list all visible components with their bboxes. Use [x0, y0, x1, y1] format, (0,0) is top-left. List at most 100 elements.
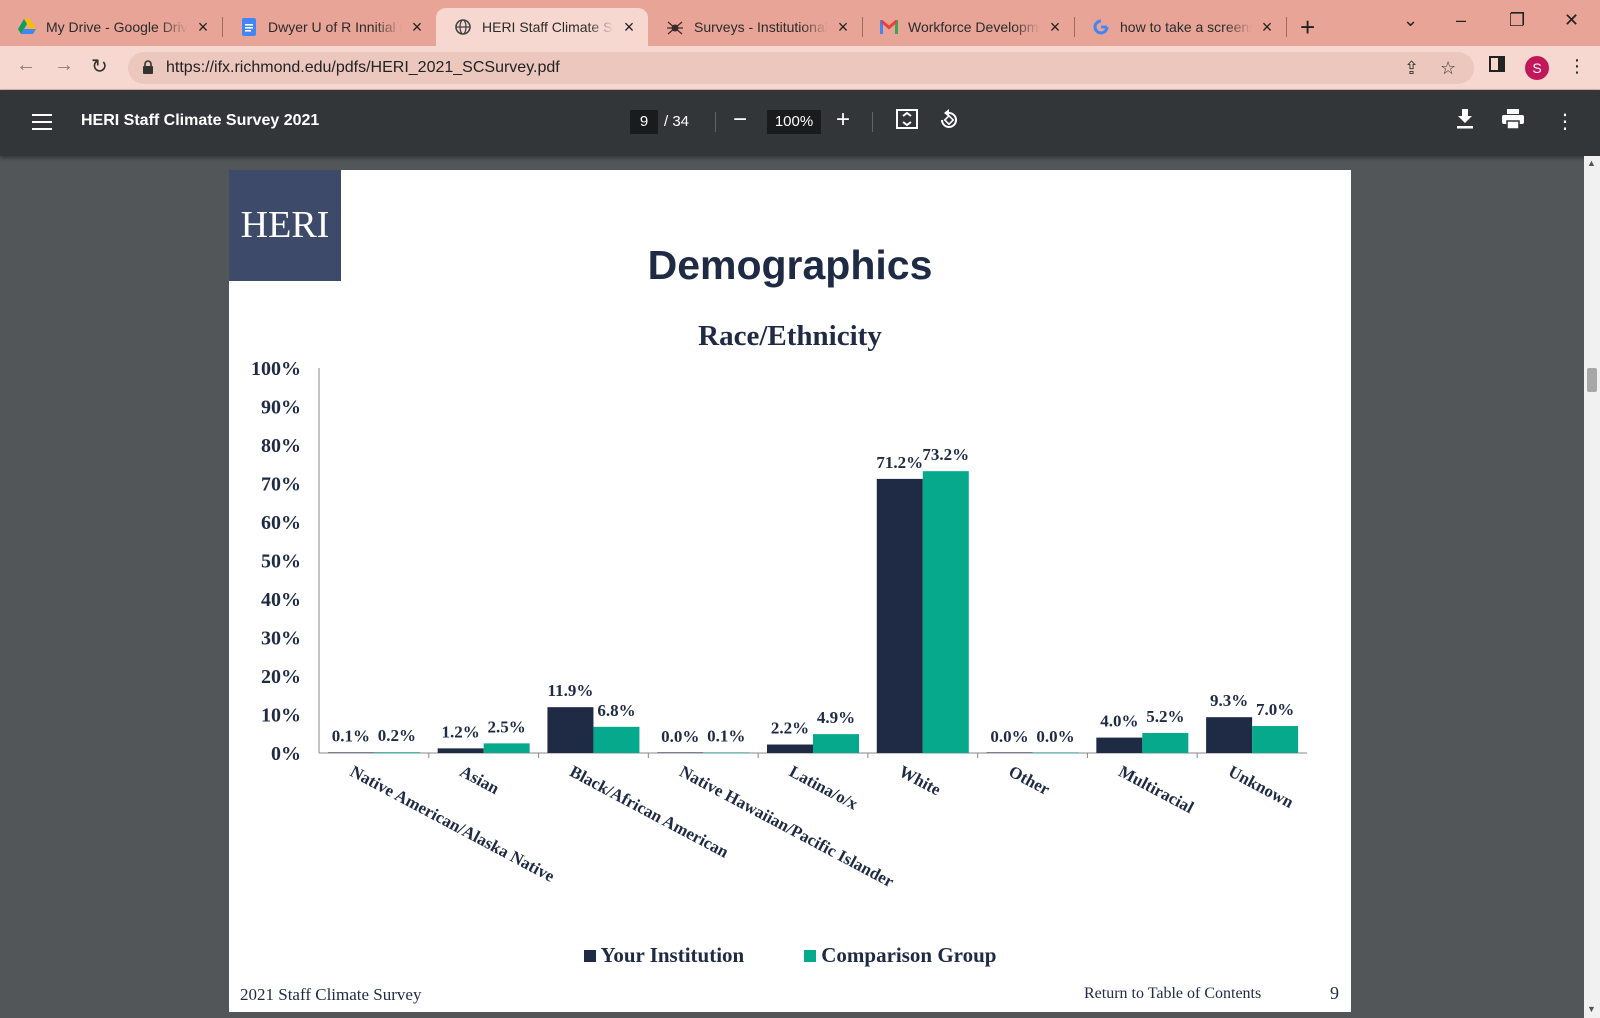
close-icon[interactable]: × [1261, 16, 1273, 37]
data-label: 0.1% [332, 727, 370, 746]
data-label: 1.2% [442, 722, 480, 741]
pdf-page: HERI Demographics Race/Ethnicity 0% 10% 20… [229, 170, 1351, 1012]
data-label: 0.0% [1036, 727, 1074, 746]
url-text[interactable]: https://ifx.richmond.edu/pdfs/HERI_2021_… [166, 59, 560, 76]
zoom-in-button[interactable]: + [836, 106, 851, 133]
more-options-icon[interactable]: ⋮ [1555, 111, 1575, 133]
new-tab-button[interactable]: + [1300, 12, 1316, 42]
scroll-up-icon[interactable]: ▲ [1587, 158, 1596, 168]
bar [657, 752, 704, 753]
restore-button[interactable]: ❐ [1509, 10, 1526, 30]
close-icon[interactable]: × [837, 16, 849, 37]
chart-legend: Your Institution Comparison Group [229, 943, 1351, 968]
bar [327, 752, 374, 753]
download-icon[interactable] [1456, 109, 1474, 135]
minimize-button[interactable]: – [1456, 10, 1467, 30]
scroll-down-icon[interactable]: ▼ [1587, 1004, 1596, 1014]
tab-heri-survey[interactable]: HERI Staff Climate Survey 2021 × [436, 8, 648, 46]
tab-label: Surveys - Institutional Research [694, 19, 828, 35]
gmail-icon [880, 18, 898, 36]
data-label: 9.3% [1210, 691, 1248, 710]
data-label: 11.9% [548, 681, 594, 700]
data-label: 2.2% [771, 719, 809, 738]
heri-logo: HERI [229, 170, 341, 281]
print-icon[interactable] [1502, 109, 1524, 135]
bar [1252, 726, 1299, 753]
bar [813, 734, 859, 753]
chart-title: Race/Ethnicity [698, 320, 882, 352]
google-drive-icon [18, 18, 36, 36]
close-icon[interactable]: × [411, 16, 423, 37]
x-category-label: Unknown [1225, 762, 1297, 812]
legend-swatch [804, 949, 817, 962]
scroll-thumb[interactable] [1587, 368, 1597, 392]
legend-item-your-institution: Your Institution [583, 943, 744, 968]
tab-surveys[interactable]: Surveys - Institutional Research × [648, 8, 862, 46]
rotate-icon[interactable] [938, 109, 960, 137]
bar [1096, 737, 1143, 753]
spider-icon [666, 18, 684, 36]
x-category-label: Native Hawaiian/Pacific Islander [676, 762, 897, 892]
tab-divider [1074, 17, 1075, 37]
menu-icon[interactable] [32, 114, 52, 130]
legend-item-comparison-group: Comparison Group [804, 943, 996, 968]
document-scrollbar[interactable]: ▲ ▼ [1584, 156, 1600, 1018]
close-icon[interactable]: × [623, 16, 635, 37]
side-panel-icon[interactable] [1489, 56, 1505, 77]
footer-page-number: 9 [1330, 983, 1339, 1003]
data-label: 4.9% [817, 708, 855, 727]
tab-workforce[interactable]: Workforce Development × [862, 8, 1074, 46]
reload-button[interactable]: ↻ [91, 56, 108, 78]
bar [1206, 717, 1253, 753]
data-label: 6.8% [597, 701, 635, 720]
zoom-out-button[interactable]: − [733, 106, 748, 133]
bar [593, 726, 640, 753]
lock-icon[interactable] [142, 60, 154, 74]
globe-icon [454, 18, 472, 36]
tab-label: how to take a screenshot [1120, 19, 1252, 35]
tab-label: My Drive - Google Drive [46, 19, 188, 35]
forward-button[interactable]: → [54, 54, 74, 76]
x-category-label: White [896, 762, 945, 800]
tab-label: Workforce Development [908, 19, 1040, 35]
google-docs-icon [240, 18, 258, 36]
back-button[interactable]: ← [16, 54, 36, 76]
race-ethnicity-bar-chart: 0% 10% 20% 30% 40% 50% 60% 70% 80% 90% 100% 0.1% 0.2… [251, 358, 1307, 892]
toolbar-divider [872, 112, 873, 132]
bar [483, 743, 530, 753]
bar [767, 744, 813, 753]
google-icon [1092, 18, 1110, 36]
x-category-label: Other [1006, 762, 1054, 799]
star-icon[interactable]: ☆ [1440, 58, 1457, 78]
bar [1032, 752, 1079, 753]
data-label: 0.1% [707, 727, 745, 746]
y-tick-label: 50% [261, 551, 301, 573]
bar [922, 471, 969, 753]
profile-avatar[interactable]: S [1525, 56, 1549, 80]
data-label: 4.0% [1100, 712, 1138, 731]
address-bar[interactable]: https://ifx.richmond.edu/pdfs/HERI_2021_… [128, 52, 1474, 84]
y-tick-label: 80% [261, 435, 301, 457]
data-label: 2.5% [488, 717, 526, 736]
tab-google-search[interactable]: how to take a screenshot × [1074, 8, 1286, 46]
y-tick-label: 10% [261, 705, 301, 727]
y-tick-label: 100% [251, 358, 301, 380]
close-icon[interactable]: × [1049, 16, 1061, 37]
zoom-input[interactable]: 100% [767, 110, 821, 134]
legend-swatch [583, 949, 596, 962]
return-to-toc-link[interactable]: Return to Table of Contents [1084, 985, 1262, 1002]
tab-my-drive[interactable]: My Drive - Google Drive × [0, 8, 222, 46]
fit-to-page-icon[interactable] [896, 109, 918, 135]
bar [547, 707, 594, 753]
window-close-button[interactable]: ✕ [1564, 10, 1580, 30]
tab-dwyer-report[interactable]: Dwyer U of R Innitial Report × [222, 8, 436, 46]
share-icon[interactable]: ⇪ [1404, 58, 1420, 78]
bar [986, 752, 1033, 753]
tab-search-button[interactable]: ⌄ [1403, 10, 1419, 30]
x-category-label: Latina/o/x [786, 762, 861, 814]
page-number-input[interactable]: 9 [630, 110, 658, 134]
data-label: 73.2% [922, 445, 969, 464]
browser-menu-icon[interactable]: ⋮ [1568, 56, 1586, 76]
close-icon[interactable]: × [197, 16, 209, 37]
y-tick-label: 40% [261, 589, 301, 611]
